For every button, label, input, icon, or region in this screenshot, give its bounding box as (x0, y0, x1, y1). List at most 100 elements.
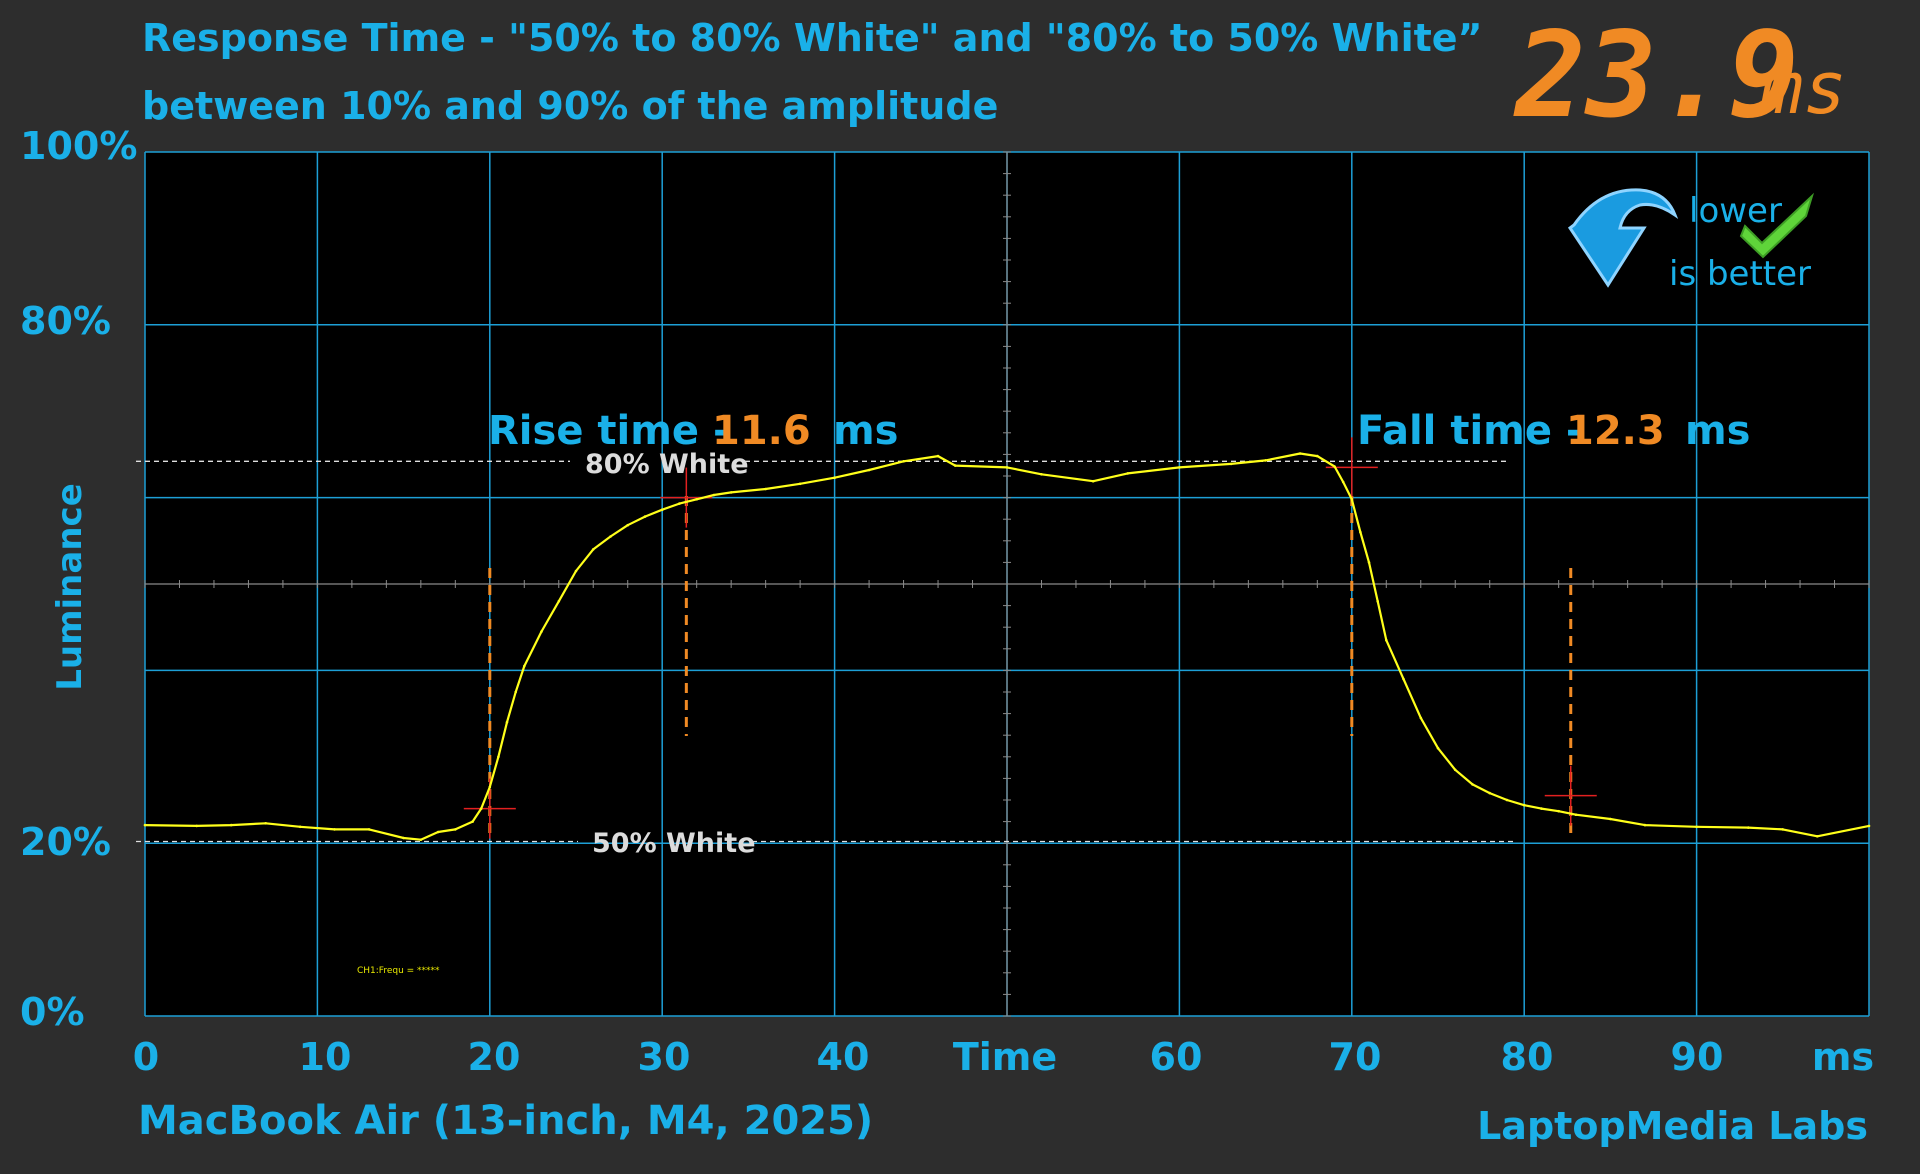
xtick-60: 60 (1149, 1035, 1203, 1079)
trace-point (574, 569, 578, 573)
trace-point (833, 476, 836, 480)
trace-point (1350, 498, 1354, 501)
trace-point (764, 487, 767, 491)
xtick-90: 90 (1670, 1035, 1724, 1079)
trace-point (471, 820, 474, 823)
ytick-0: 0% (20, 990, 85, 1034)
grid (144, 151, 1870, 1017)
trace-point (695, 498, 698, 501)
trace-point (367, 828, 371, 831)
trace-point (902, 460, 905, 463)
trace-point (229, 823, 233, 827)
ytick-80: 80% (20, 299, 111, 343)
trace-point (1505, 798, 1509, 802)
trace-point (1419, 716, 1423, 720)
x-unit-label: ms (1811, 1035, 1875, 1079)
xtick-80: 80 (1500, 1035, 1554, 1079)
xtick-40: 40 (816, 1035, 870, 1079)
trace-point (143, 823, 147, 827)
trace-point (479, 807, 483, 810)
x-axis-label: Time (952, 1035, 1058, 1079)
device-name: MacBook Air (13-inch, M4, 2025) (138, 1098, 874, 1144)
lower-text: lower (1689, 191, 1782, 231)
trace-point (712, 493, 716, 497)
trace-point (436, 830, 440, 834)
trace-point (729, 491, 733, 494)
trace-point (402, 836, 405, 840)
trace-point (195, 824, 198, 828)
trace-point (488, 785, 492, 789)
trace-point (798, 482, 802, 486)
trace-point (1471, 783, 1474, 786)
total-response-time: 23.9 (1515, 6, 1800, 144)
chart-title: Response Time - "50% to 80% White" and "… (142, 16, 1483, 60)
trace-point (514, 690, 517, 694)
trace-point (1040, 473, 1043, 476)
trace (143, 452, 1871, 841)
trace-point (867, 468, 871, 472)
trace-point (936, 454, 940, 458)
trace-point (505, 720, 509, 724)
trace-point (1557, 809, 1560, 813)
channel-note: CH1:Frequ = ***** (357, 966, 440, 976)
fall-time-unit: ms (1685, 408, 1751, 454)
trace-point (591, 548, 595, 551)
xtick-30: 30 (637, 1035, 691, 1079)
trace-point (1643, 823, 1647, 827)
xtick-20: 20 (467, 1035, 521, 1079)
trace-point (298, 825, 302, 829)
lower-is-better-badge: lower is better (1567, 188, 1815, 294)
xtick-70: 70 (1328, 1035, 1382, 1079)
trace-point (557, 600, 561, 603)
trace-point (1402, 677, 1405, 681)
trace-point (1453, 768, 1457, 772)
trace-point (419, 838, 423, 841)
total-response-unit: ms (1760, 46, 1847, 130)
trace-point (1436, 746, 1440, 750)
trace-point (1298, 452, 1302, 455)
ref-50-label: 50% White (592, 828, 756, 859)
trace-point (1816, 835, 1819, 838)
trace-point (1540, 807, 1543, 810)
trace-point (523, 664, 526, 668)
xtick-0: 0 (132, 1035, 160, 1079)
trace-point (1367, 561, 1371, 564)
trace-point (1005, 466, 1009, 469)
rise-time-label: Rise time - (488, 408, 730, 454)
trace-point (1695, 825, 1698, 829)
ytick-20: 20% (20, 820, 111, 864)
trace-point (626, 523, 629, 527)
rise-time-value: 11.6 (712, 408, 811, 454)
trace-point (1341, 480, 1345, 484)
chart-subtitle: between 10% and 90% of the amplitude (142, 84, 999, 128)
trace-point (1867, 824, 1871, 828)
trace-point (1359, 530, 1362, 534)
rise-time-unit: ms (833, 408, 899, 454)
trace-point (1574, 813, 1578, 816)
trace-point (1488, 791, 1491, 795)
trace-point (1229, 462, 1233, 466)
checkmark-icon (1739, 192, 1815, 259)
trace-point (1522, 803, 1526, 807)
trace-point (660, 508, 664, 512)
trace-point (1091, 479, 1095, 483)
is-better-text: is better (1669, 254, 1811, 294)
fall-time-value: 12.3 (1566, 408, 1665, 454)
trace-point (1747, 826, 1750, 829)
trace-point (954, 464, 957, 467)
trace-point (1385, 638, 1388, 642)
trace-point (497, 755, 500, 759)
ytick-100: 100% (20, 124, 138, 168)
trace-point (454, 828, 457, 831)
down-arrow-icon (1567, 188, 1679, 288)
trace-point (1333, 465, 1336, 468)
trace-point (1781, 828, 1785, 831)
trace-point (1316, 454, 1319, 458)
trace-point (1376, 600, 1379, 603)
fall-time-label: Fall time - (1357, 408, 1583, 454)
trace-point (333, 828, 336, 831)
trace-point (264, 822, 268, 825)
xtick-10: 10 (298, 1035, 352, 1079)
ref-80-label: 80% White (585, 449, 749, 480)
